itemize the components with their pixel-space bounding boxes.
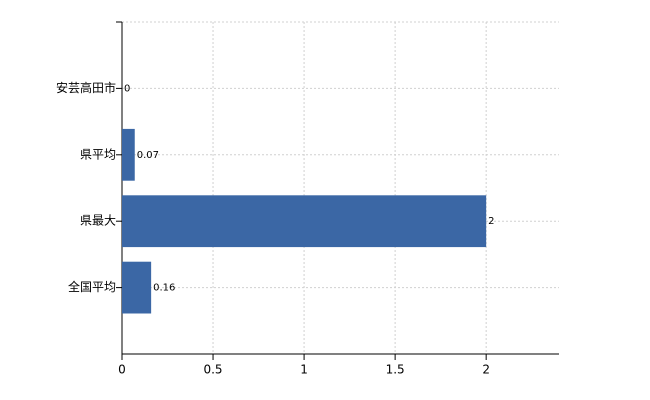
x-tick-label: 0.5: [203, 363, 222, 377]
y-tick-label: 安芸高田市: [56, 80, 116, 95]
x-tick-label: 1: [300, 363, 308, 377]
bar: [122, 195, 487, 248]
value-label: 0.07: [137, 150, 159, 161]
value-label: 0: [124, 83, 130, 94]
bar: [122, 128, 135, 181]
x-tick-label: 2: [482, 363, 490, 377]
y-tick-label: 全国平均: [68, 279, 116, 294]
bar: [122, 261, 152, 314]
value-label: 0.16: [153, 283, 175, 294]
x-tick-label: 0: [118, 363, 126, 377]
value-label: 2: [488, 216, 494, 227]
x-tick-label: 1.5: [386, 363, 405, 377]
y-tick-label: 県平均: [80, 147, 116, 161]
y-tick-label: 県最大: [80, 214, 116, 228]
